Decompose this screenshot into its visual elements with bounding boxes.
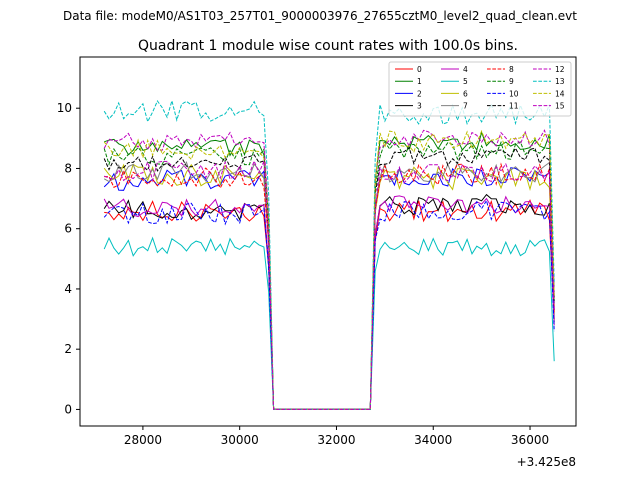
y-axis: 0 2 4 6 8 10 — [57, 101, 80, 416]
x-tick-label: 32000 — [317, 433, 355, 447]
y-tick-label: 4 — [64, 282, 72, 296]
legend-label-1: 1 — [417, 77, 422, 86]
legend-label-3: 3 — [417, 102, 422, 111]
series-line-9 — [103, 140, 555, 410]
series-line-13 — [103, 98, 555, 410]
series-line-12 — [103, 129, 555, 410]
series-line-10 — [103, 199, 555, 410]
legend-label-13: 13 — [555, 77, 565, 86]
series-line-14 — [103, 129, 555, 410]
plot-frame — [79, 56, 577, 427]
y-tick-label: 8 — [64, 161, 72, 175]
y-tick-label: 10 — [57, 101, 72, 115]
chart-title: Quadrant 1 module wise count rates with … — [138, 38, 518, 54]
plot-area — [79, 56, 577, 427]
series-line-8 — [104, 162, 555, 410]
series-line-0 — [104, 199, 555, 410]
legend-label-5: 5 — [463, 77, 468, 86]
legend-label-6: 6 — [463, 89, 468, 98]
y-tick-label: 6 — [64, 222, 72, 236]
legend-label-12: 12 — [555, 65, 565, 74]
x-tick-label: 30000 — [221, 433, 259, 447]
x-tick-label: 36000 — [511, 433, 549, 447]
series-line-3 — [103, 193, 555, 410]
x-axis-offset-label: +3.425e8 — [517, 455, 576, 469]
legend-label-14: 14 — [555, 89, 565, 98]
legend-label-0: 0 — [417, 65, 422, 74]
series-line-2 — [103, 167, 555, 410]
legend-label-9: 9 — [509, 77, 514, 86]
y-tick-label: 0 — [64, 402, 72, 416]
legend-label-7: 7 — [463, 102, 468, 111]
series-group — [103, 98, 555, 410]
series-line-5 — [103, 236, 555, 410]
legend-label-4: 4 — [463, 65, 468, 74]
chart-suptitle: Data file: modeM0/AS1T03_257T01_90000039… — [63, 9, 577, 23]
y-tick-label: 2 — [64, 342, 72, 356]
legend-label-15: 15 — [555, 102, 565, 111]
series-line-15 — [103, 159, 555, 410]
legend-label-8: 8 — [509, 65, 514, 74]
series-line-4 — [103, 195, 555, 410]
x-tick-label: 28000 — [124, 433, 162, 447]
legend-label-2: 2 — [417, 89, 422, 98]
legend-label-11: 11 — [509, 102, 519, 111]
legend-label-10: 10 — [509, 89, 519, 98]
x-axis: 28000 30000 32000 34000 36000 — [124, 426, 549, 447]
x-tick-label: 34000 — [414, 433, 452, 447]
legend-frame — [388, 61, 572, 117]
series-line-11 — [103, 146, 555, 410]
